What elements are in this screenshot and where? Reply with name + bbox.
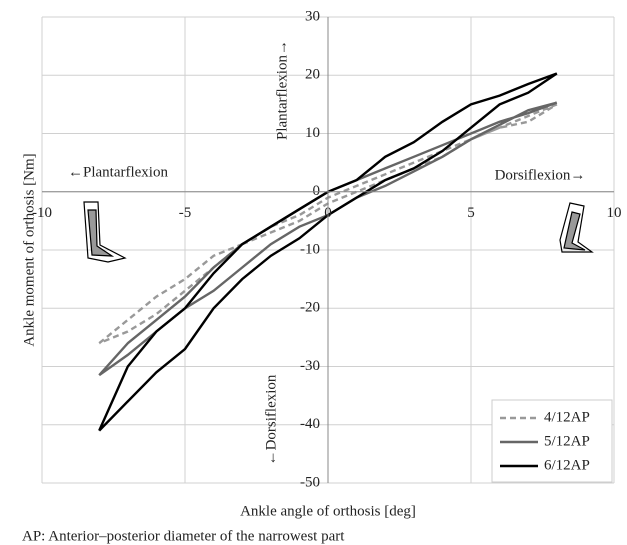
annotation: Dorsiflexion→	[495, 167, 586, 183]
x-tick-label: 10	[607, 205, 622, 221]
foot-icon-right	[559, 202, 594, 253]
y-tick-label: -40	[300, 416, 320, 432]
x-tick-label: -10	[32, 205, 52, 221]
x-tick-label: 5	[467, 205, 475, 221]
footnote: AP: Anterior–posterior diameter of the n…	[22, 528, 345, 544]
y-tick-label: 30	[305, 8, 320, 24]
y-tick-label: -30	[300, 358, 320, 374]
annotation: ←Plantarflexion	[68, 164, 168, 180]
y-tick-label: -10	[300, 241, 320, 257]
annotation: Plantarflexion→	[274, 40, 290, 140]
foot-icon-left	[83, 201, 127, 263]
y-tick-label: 20	[305, 67, 320, 83]
series-line	[98, 72, 558, 432]
y-tick-label: -20	[300, 300, 320, 316]
x-axis-title: Ankle angle of orthosis [deg]	[240, 503, 416, 519]
x-tick-label: -5	[179, 205, 192, 221]
y-tick-label: 10	[305, 125, 320, 141]
legend-label: 5/12AP	[544, 433, 590, 449]
legend-label: 4/12AP	[544, 409, 590, 425]
series-line	[98, 103, 558, 345]
y-axis-title: Ankle moment of orthosis [Nm]	[21, 153, 37, 346]
legend-label: 6/12AP	[544, 457, 590, 473]
y-tick-label: 0	[313, 183, 321, 199]
y-tick-label: -50	[300, 474, 320, 490]
annotation: ←Dorsiflexion	[263, 374, 279, 465]
